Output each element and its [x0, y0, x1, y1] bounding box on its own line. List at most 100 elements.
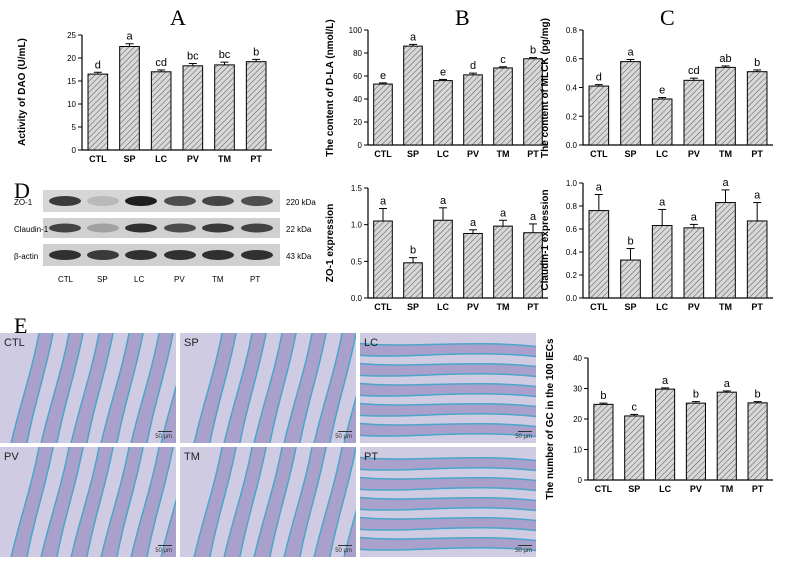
blot-band — [49, 250, 81, 260]
histology-panel: CTL 50 μm SP 50 μm LC 50 μm PV 50 μm TM … — [0, 333, 536, 561]
category-label: CTL — [89, 154, 107, 164]
blot-band — [241, 196, 273, 206]
category-label: PT — [527, 302, 539, 312]
y-tick-label: 0 — [358, 141, 363, 150]
scale-bar — [158, 545, 172, 546]
villus — [283, 333, 327, 443]
category-label: SP — [624, 149, 636, 159]
micrograph-label-tm: TM — [184, 451, 200, 463]
micrograph-pt: PT 50 μm — [360, 447, 536, 557]
panel-letter-b: B — [455, 5, 470, 30]
goblet-cell-count-chart: 0 10 20 30 40 The number of GC in the 100 IEC… — [545, 338, 773, 500]
villus — [223, 447, 267, 557]
y-tick-label: 40 — [353, 95, 362, 104]
significance-letter: cd — [688, 65, 700, 77]
category-label: PV — [688, 302, 700, 312]
significance-letter: d — [596, 72, 602, 84]
category-label: CTL — [590, 302, 608, 312]
significance-letter: a — [530, 211, 537, 223]
blot-band — [164, 196, 196, 206]
y-tick-label: 15 — [67, 77, 76, 86]
blot-band — [49, 196, 81, 206]
blot-band — [202, 196, 234, 206]
y-axis-label: The content of D-LA (nmol/L) — [325, 19, 336, 156]
y-tick-label: 0.4 — [566, 84, 578, 93]
significance-letter: a — [440, 195, 447, 207]
blot-band — [125, 223, 157, 233]
y-axis-label: ZO-1 expression — [325, 204, 336, 282]
category-label: CTL — [590, 149, 608, 159]
y-tick-label: 0.8 — [566, 26, 578, 35]
villus — [193, 333, 237, 443]
y-tick-label: 20 — [573, 415, 582, 424]
significance-letter: a — [662, 375, 669, 387]
mlck-content-chart: 0.0 0.2 0.4 0.6 0.8 The content of MLCK (pg/m… — [540, 18, 773, 159]
villus — [70, 447, 114, 557]
villus — [130, 333, 174, 443]
blot-lane-ctl: CTL — [58, 275, 74, 284]
villus — [223, 333, 267, 443]
y-tick-label: 0.0 — [566, 141, 578, 150]
significance-letter: a — [659, 196, 666, 208]
bar — [620, 61, 641, 146]
significance-letter: d — [470, 60, 476, 72]
villus — [40, 447, 84, 557]
villus — [100, 447, 144, 557]
bar — [119, 46, 140, 151]
panel-letter-c: C — [660, 5, 675, 30]
micrograph-label-lc: LC — [364, 337, 379, 349]
category-label: LC — [155, 154, 167, 164]
significance-letter: a — [126, 31, 133, 43]
y-tick-label: 0.0 — [351, 294, 363, 303]
significance-letter: b — [253, 46, 259, 58]
blot-label-claudin1: Claudin-1 — [14, 225, 49, 234]
villus — [360, 496, 536, 512]
category-label: CTL — [595, 484, 613, 494]
y-axis-label: The content of MLCK (pg/mg) — [540, 18, 551, 158]
western-blot-panel: ZO-1 Claudin-1 β-actin 220 kDa 22 kDa 43… — [10, 180, 330, 290]
significance-letter: d — [95, 59, 101, 71]
significance-letter: a — [500, 207, 507, 219]
bar — [433, 219, 453, 299]
blot-band — [87, 250, 119, 260]
significance-letter: a — [596, 182, 603, 194]
bar — [182, 65, 204, 151]
bar — [403, 262, 423, 299]
villus — [253, 447, 297, 557]
blot-lane-sp: SP — [97, 275, 108, 284]
blot-band — [87, 223, 119, 233]
blot-band — [125, 196, 157, 206]
western-blot-image: ZO-1 Claudin-1 β-actin 220 kDa 22 kDa 43… — [14, 190, 316, 284]
dao-activity-chart: 0 5 10 15 20 25 Activity of DAO (U/mL) d CTL a SP c… — [17, 31, 272, 164]
y-tick-label: 10 — [67, 100, 76, 109]
y-tick-label: 10 — [573, 446, 582, 455]
scale-label: 50 μm — [155, 434, 172, 440]
category-label: LC — [656, 149, 668, 159]
category-label: PT — [752, 484, 764, 494]
y-tick-label: 1.0 — [566, 179, 578, 188]
villus — [283, 447, 327, 557]
bar — [651, 225, 673, 299]
scale-label: 50 μm — [335, 548, 352, 554]
bar — [683, 227, 705, 299]
bar — [685, 402, 706, 481]
category-label: PT — [250, 154, 262, 164]
villus — [10, 333, 54, 443]
category-label: PT — [751, 302, 763, 312]
y-tick-label: 0.4 — [566, 248, 578, 257]
significance-letter: a — [380, 196, 387, 208]
bar — [403, 45, 423, 146]
significance-letter: a — [754, 190, 761, 202]
category-label: LC — [656, 302, 668, 312]
villus — [360, 362, 536, 378]
micrograph-label-ctl: CTL — [4, 337, 25, 349]
blot-label-actin: β-actin — [14, 252, 38, 261]
significance-letter: e — [440, 66, 446, 78]
villus — [360, 342, 536, 358]
blot-band — [164, 250, 196, 260]
scale-bar — [338, 431, 352, 432]
category-label: PT — [527, 149, 539, 159]
significance-letter: c — [632, 401, 638, 413]
villus — [10, 447, 54, 557]
category-label: LC — [659, 484, 671, 494]
